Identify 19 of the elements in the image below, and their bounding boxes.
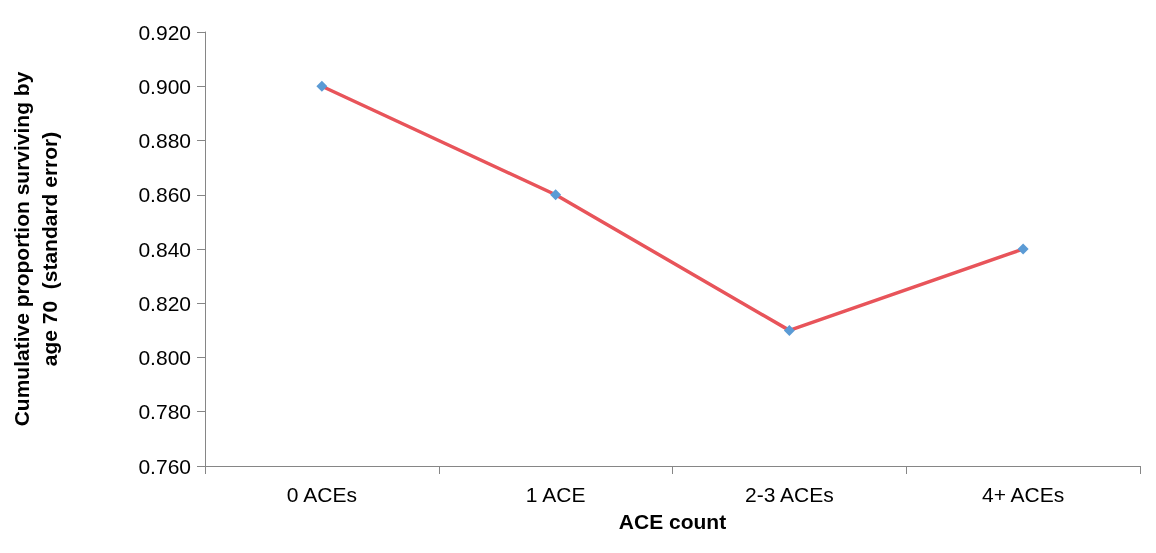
- y-tick-label: 0.840: [138, 237, 191, 261]
- x-tick-label: 0 ACEs: [286, 483, 357, 506]
- point: [316, 80, 328, 92]
- y-tick-label: 0.760: [138, 454, 191, 478]
- y-tick-label: 0.800: [138, 346, 191, 369]
- y-tick-label: 0.880: [138, 129, 191, 152]
- point: [783, 324, 795, 336]
- y-axis-title: Cumulative proportion surviving by age 70 (standard error): [9, 71, 61, 427]
- point: [1017, 243, 1029, 255]
- y-tick-label: 0.820: [138, 291, 191, 315]
- x-tick-label: 1 ACE: [525, 483, 586, 506]
- y-tick-label: 0.860: [138, 183, 191, 207]
- x-tick-label: 4+ ACEs: [981, 483, 1065, 506]
- y-tick-label: 0.780: [138, 400, 191, 424]
- y-tick-label: 0.920: [138, 20, 191, 44]
- y-tick-label: 0.900: [138, 74, 191, 98]
- x-tick-label: 2-3 ACEs: [745, 483, 834, 506]
- x-axis-title: ACE count: [618, 510, 727, 533]
- point: [550, 189, 562, 201]
